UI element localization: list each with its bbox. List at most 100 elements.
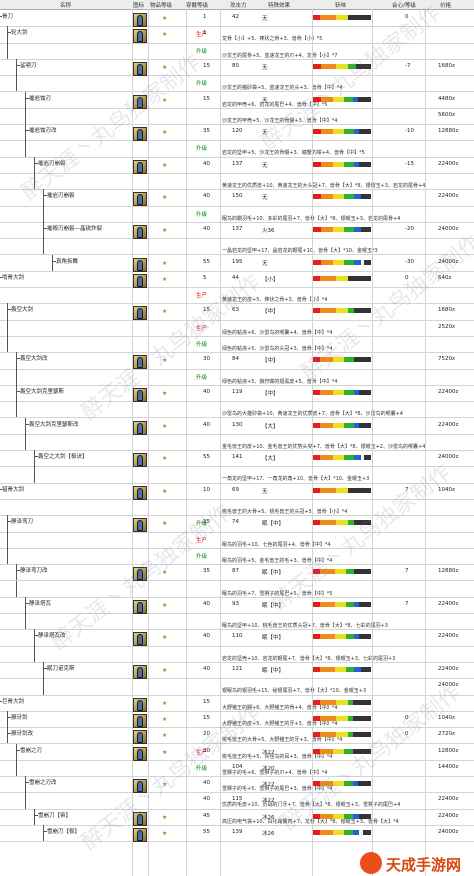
special-effect: 无	[262, 16, 268, 22]
table-row: 雪崩之刃 ★ 30 冰22 12800z 生产 桃毛兽王的毛+5、青怪鸟的耳+3、兽骨【中】…	[0, 743, 474, 761]
column-divider	[186, 9, 187, 876]
weapon-name[interactable]: 静泽塔瓦改	[38, 633, 66, 640]
weapon-icon	[133, 355, 147, 370]
tree-branch	[25, 124, 26, 141]
affinity-value: -10	[405, 128, 414, 135]
rarity-icon: ★	[162, 357, 168, 365]
weapon-name[interactable]: 眠刀诺克斯	[47, 666, 75, 672]
sharpness-segment	[354, 634, 360, 640]
weapon-name[interactable]: 猎骨大剑	[2, 486, 25, 493]
rarity-icon: ★	[162, 487, 168, 495]
weapon-name[interactable]: 轰空大剑	[11, 307, 34, 314]
column-divider	[312, 9, 313, 876]
weapon-icon	[133, 387, 147, 402]
weapon-name[interactable]: 啃骨大剑	[2, 274, 25, 281]
weapon-name[interactable]: 摧岩蚀刃	[29, 95, 52, 102]
weapon-name[interactable]: 摧岩刃崩裂	[47, 193, 75, 200]
weapon-name[interactable]: 雪崩之刃改	[29, 780, 57, 787]
tree-branch	[7, 336, 8, 353]
weapon-icon	[133, 485, 147, 500]
sharpness-segment	[313, 226, 322, 232]
sharpness-segment	[352, 781, 358, 787]
weapon-icon	[133, 420, 147, 435]
price-value: 12800z	[438, 747, 459, 754]
weapon-name[interactable]: 骨刀	[2, 14, 14, 20]
table-row: 升级眠鸟的霸羽毛+10、多彩的尾羽+7、兽骨【大】*8、银曜玉+3、岩龙的尾骨+…	[0, 205, 474, 223]
weapon-name[interactable]: 獠牙剑改	[11, 731, 34, 738]
sharpness-segment	[313, 63, 322, 69]
craft-tag: 升级	[196, 765, 208, 772]
table-row: 2520z 生产 绿色的粘液+6、沙雷鸟的喉囊+4、兽骨【中】*4	[0, 319, 474, 337]
weapon-name[interactable]: 摧毁刃崩裂—晶锐炸裂	[47, 225, 103, 232]
weapon-name[interactable]: 轰空大剑克里瑟斯	[20, 388, 65, 395]
tree-branch	[7, 515, 8, 532]
sharpness-segment	[319, 715, 337, 721]
weapon-name[interactable]: 雪崩刀【极】	[47, 829, 81, 835]
weapon-icon	[133, 273, 147, 288]
rarity-icon: ★	[162, 259, 168, 267]
weapon-name[interactable]: 轮大剑	[11, 30, 28, 37]
sharpness-bar	[313, 422, 371, 428]
weapon-name[interactable]: 真角拆舞	[56, 258, 79, 265]
weapon-name[interactable]: 巨骨大剑	[2, 698, 25, 705]
materials: 眠鸟的羽毛+5、金毛兽王的毛+3、兽骨【中】*4	[222, 557, 333, 564]
weapon-name[interactable]: 雪崩之刃	[20, 747, 43, 754]
sharpness-segment	[354, 259, 362, 265]
weapon-name[interactable]: 轰空大剑克里瑟斯改	[29, 421, 79, 428]
special-effect: 无	[262, 97, 268, 104]
sharpness-segment	[359, 830, 363, 835]
weapon-icon	[133, 567, 147, 582]
table-row: 轰空大剑改 ★ 30 84 【中】 7520z	[0, 352, 474, 370]
table-row: 静泽弯刀改 ★ 35 87 眠【中】 7 12880z	[0, 564, 474, 582]
sharpness-segment	[332, 129, 345, 135]
table-row: 升级 沙龙王的尾骨+5、蓝速龙王的爪+4、龙骨【小】*7	[0, 42, 474, 60]
site-logo[interactable]: 天成手游网	[360, 850, 474, 876]
table-row: 骨刀 ★ 1 42 无 0	[0, 10, 474, 28]
sharpness-segment	[344, 389, 355, 395]
slot-level: 40	[203, 225, 210, 232]
table-row: 雪崩之刃改 ★ 40 冰22 雪狮子的毛+5、雪狮子的尾巴+3、兽骨【中】*4	[0, 776, 474, 794]
weapon-name[interactable]: 摧岩刃崩裂	[38, 160, 66, 167]
weapon-name[interactable]: 静泽弯刀	[11, 519, 34, 526]
sharpness-segment	[321, 129, 333, 135]
weapon-name[interactable]: 静泽弯刀改	[20, 568, 48, 575]
weapon-name[interactable]: 獠牙剑	[11, 714, 28, 721]
rarity-icon: ★	[162, 601, 168, 609]
weapon-name[interactable]: 鲨颚刀	[20, 62, 37, 69]
craft-tag: 升级	[196, 521, 208, 528]
weapon-name[interactable]: 摧岩蚀刃改	[29, 128, 57, 135]
price-value: 24000z	[438, 454, 459, 461]
sharpness-segment	[332, 813, 345, 819]
materials: 绿色的粘液+6、沙雷鸟的喉囊+4、兽骨【中】*4	[222, 329, 333, 336]
weapon-name[interactable]: 雪崩刀【帝】	[38, 812, 72, 819]
rarity-icon: ★	[162, 96, 168, 104]
sharpness-bar	[313, 634, 371, 640]
materials: 桃毛兽王的大骨+5、大野猪王的牙+3、兽骨【中】*4	[222, 737, 343, 744]
weapon-icon	[133, 713, 147, 728]
sharpness-segment	[336, 715, 348, 721]
special-effect: 眠【中】	[262, 635, 285, 642]
header-special: 特殊效果	[268, 3, 291, 9]
sharpness-segment	[319, 422, 333, 428]
weapon-name[interactable]: 静泽塔瓦	[29, 600, 52, 607]
table-row: 24000z 银眠鸟的银羽毛+15、秘银尾羽+7、兽骨【大】*10、金曜玉+3	[0, 678, 474, 696]
table-row: 眠刀诺克斯 ★ 40 121 眠【中】 22400z	[0, 662, 474, 680]
special-effect: 眠【中】	[262, 570, 285, 577]
sharpness-segment	[332, 748, 345, 754]
craft-tag: 升级	[196, 342, 208, 348]
weapon-name[interactable]: 轰空大剑改	[20, 356, 48, 363]
tree-branch	[7, 303, 8, 320]
sharpness-segment	[319, 748, 333, 754]
sharpness-segment	[332, 781, 345, 787]
sharpness-segment	[313, 830, 320, 835]
weapon-icon	[133, 306, 147, 321]
special-effect: 【中】	[262, 390, 279, 397]
tree-branch	[16, 384, 17, 402]
rarity-icon: ★	[162, 830, 168, 837]
sharpness-segment	[319, 389, 333, 395]
sharpness-bar	[313, 259, 371, 265]
table-row: 摧岩蚀刃改 ★ 35 120 无 -10 12880z	[0, 124, 474, 142]
craft-tag: 升级	[196, 374, 208, 381]
tree-branch	[25, 792, 26, 809]
weapon-name[interactable]: 轰空之大剑【极诀】	[38, 454, 88, 461]
